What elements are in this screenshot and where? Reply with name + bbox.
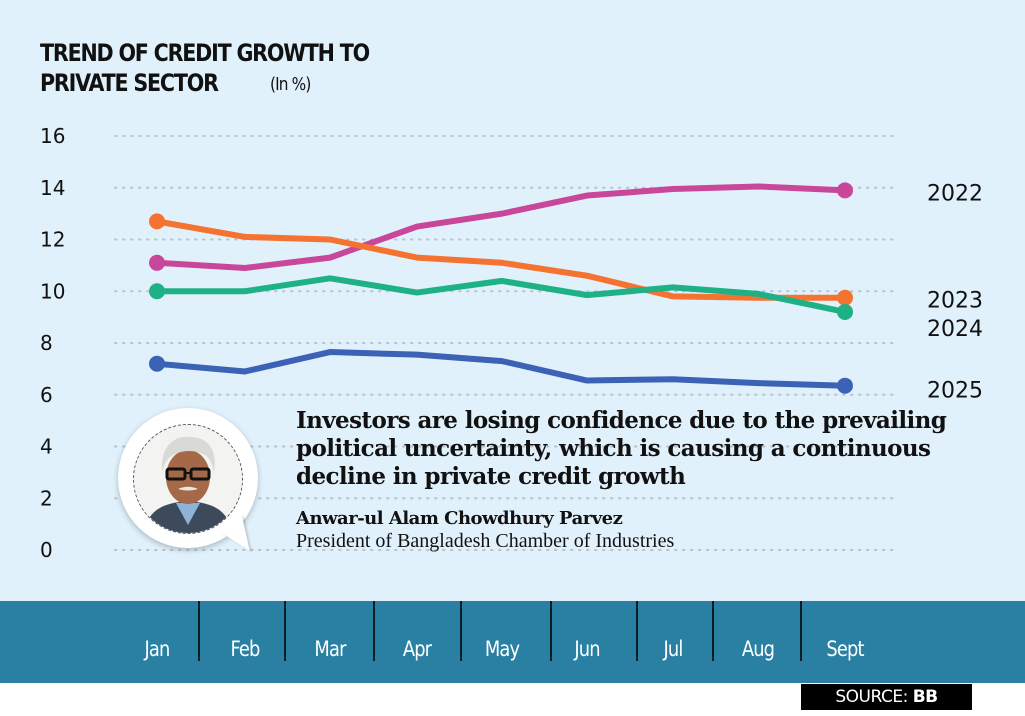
month-separator bbox=[198, 601, 200, 661]
x-tick-label: Jan bbox=[144, 637, 171, 661]
speaker-portrait bbox=[133, 424, 243, 534]
quote-author: Anwar-ul Alam Chowdhury Parvez bbox=[296, 508, 623, 529]
month-separator bbox=[800, 601, 802, 661]
chart-title: TREND OF CREDIT GROWTH TO PRIVATE SECTOR bbox=[40, 38, 370, 98]
series-line-2025 bbox=[154, 349, 848, 389]
series-2024 bbox=[149, 275, 853, 320]
unit-label: (In %) bbox=[270, 74, 311, 95]
series-2025 bbox=[149, 349, 853, 394]
month-separator bbox=[712, 601, 714, 661]
title-line-1: TREND OF CREDIT GROWTH TO bbox=[40, 39, 370, 67]
y-tick-label: 16 bbox=[40, 124, 65, 148]
series-label-2025: 2025 bbox=[927, 379, 983, 404]
data-point-start-2024 bbox=[149, 283, 165, 300]
y-tick-label: 4 bbox=[40, 435, 53, 459]
series-2022 bbox=[149, 182, 853, 271]
y-tick-label: 6 bbox=[40, 383, 53, 407]
month-separator bbox=[373, 601, 375, 661]
x-tick-label: Sept bbox=[826, 637, 864, 661]
y-axis-ticks: 0 2 4 6 8 10 12 14 16 bbox=[40, 124, 65, 562]
x-tick-label: May bbox=[484, 637, 520, 661]
data-point-start-2023 bbox=[149, 213, 165, 230]
x-tick-label: Jun bbox=[574, 637, 600, 661]
series-labels: 2022 2023 2024 2025 bbox=[927, 181, 983, 403]
y-tick-label: 10 bbox=[40, 279, 65, 303]
data-point-start-2025 bbox=[149, 355, 165, 372]
quote-author-role: President of Bangladesh Chamber of Indus… bbox=[296, 530, 675, 552]
x-axis-band: Jan Feb Mar Apr May Jun Jul Aug Sept bbox=[0, 601, 1025, 683]
series-line-2022 bbox=[154, 183, 848, 271]
chart-panel: TREND OF CREDIT GROWTH TO PRIVATE SECTOR… bbox=[0, 0, 1025, 601]
month-separator bbox=[636, 601, 638, 661]
y-tick-label: 8 bbox=[40, 331, 53, 355]
x-tick-label: Jul bbox=[663, 637, 684, 661]
y-tick-label: 12 bbox=[40, 228, 65, 252]
data-point-end-2025 bbox=[837, 377, 853, 394]
data-point-end-2023 bbox=[837, 289, 853, 306]
x-tick-label: Feb bbox=[230, 637, 260, 661]
data-point-start-2022 bbox=[149, 254, 165, 271]
title-line-2: PRIVATE SECTOR bbox=[40, 69, 219, 97]
source-label: SOURCE: bbox=[835, 687, 908, 707]
data-point-end-2024 bbox=[837, 303, 853, 320]
series-2023 bbox=[149, 213, 853, 306]
x-tick-label: Aug bbox=[741, 637, 775, 661]
person-photo-icon bbox=[134, 425, 242, 533]
x-tick-label: Apr bbox=[402, 637, 432, 661]
series-label-2022: 2022 bbox=[927, 181, 983, 206]
source-value: BB bbox=[912, 687, 938, 707]
series-line-2023 bbox=[154, 218, 848, 301]
series-lines bbox=[149, 182, 853, 394]
x-tick-label: Mar bbox=[314, 637, 346, 661]
line-chart: 0 2 4 6 8 10 12 14 16 2022 2023 2024 2025 bbox=[40, 124, 983, 562]
y-tick-label: 2 bbox=[40, 486, 53, 510]
series-line-2024 bbox=[154, 275, 848, 315]
quote-text: Investors are losing confidence due to t… bbox=[296, 407, 947, 490]
y-tick-label: 14 bbox=[40, 176, 65, 200]
y-tick-label: 0 bbox=[40, 538, 53, 562]
series-label-2023: 2023 bbox=[927, 289, 983, 314]
data-point-end-2022 bbox=[837, 182, 853, 199]
source-box: SOURCE: BB bbox=[801, 684, 972, 710]
month-separator bbox=[284, 601, 286, 661]
series-label-2024: 2024 bbox=[927, 317, 983, 342]
month-separator bbox=[460, 601, 462, 661]
month-separator bbox=[550, 601, 552, 661]
